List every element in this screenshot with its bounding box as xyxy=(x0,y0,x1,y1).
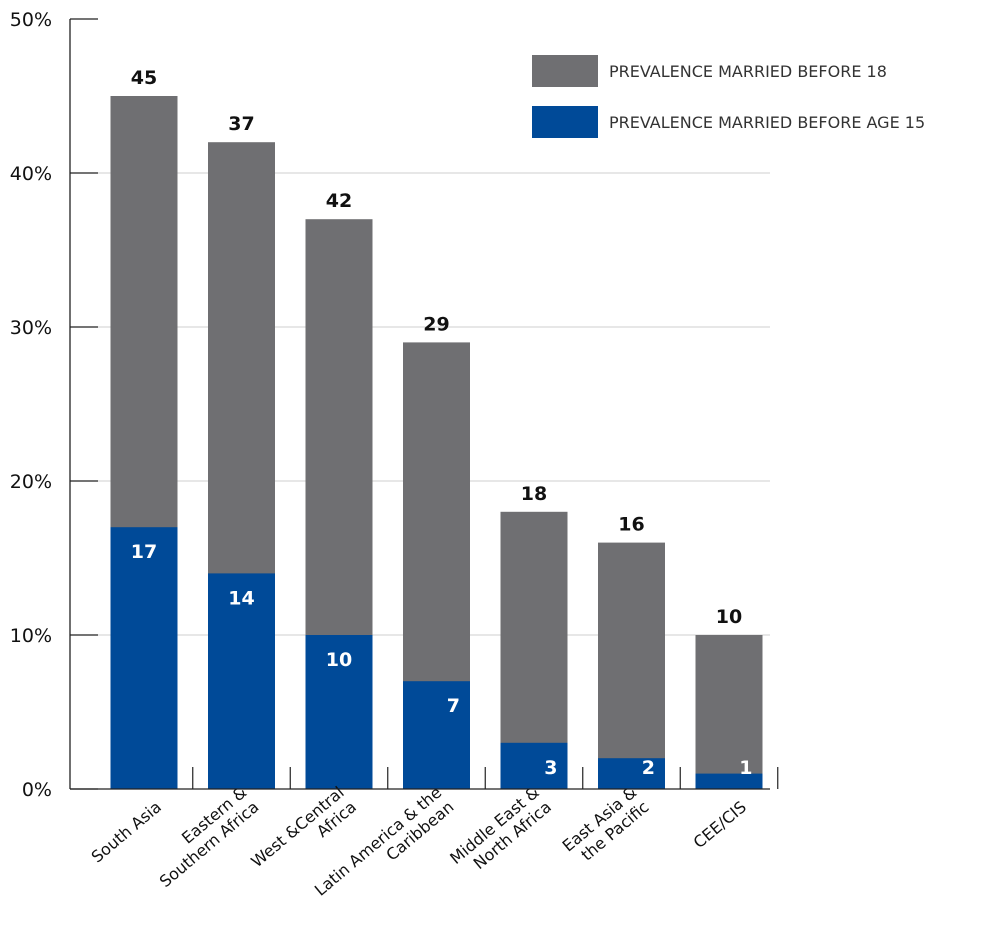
data-label-before-15: 10 xyxy=(326,649,352,671)
bar-married-before-15 xyxy=(305,635,373,789)
y-tick-label: 50% xyxy=(10,9,52,31)
y-tick-label: 30% xyxy=(10,317,52,339)
category-label-group: CEE/CIS xyxy=(690,797,750,852)
data-labels: 45 17 37 14 42 10 29 7 18 3 16 2 10 1 xyxy=(131,67,753,779)
bars xyxy=(110,96,763,789)
category-label-group: Eastern &Southern Africa xyxy=(156,783,263,891)
legend-swatch-before-18 xyxy=(532,55,598,87)
y-tick-label: 40% xyxy=(10,163,52,185)
category-label: CEE/CIS xyxy=(690,797,750,852)
data-label-before-18: 45 xyxy=(131,67,157,89)
bar-married-before-15 xyxy=(110,527,178,789)
data-label-before-18: 29 xyxy=(423,313,449,335)
bar-married-before-15 xyxy=(695,773,763,789)
data-label-before-15: 3 xyxy=(544,757,557,779)
y-tick-label: 0% xyxy=(22,779,52,801)
data-label-before-18: 10 xyxy=(716,606,742,628)
category-label-group: South Asia xyxy=(88,797,165,866)
data-label-before-18: 42 xyxy=(326,190,352,212)
y-tick-label: 10% xyxy=(10,625,52,647)
bar-married-before-15 xyxy=(403,681,470,789)
bar-married-before-15 xyxy=(500,742,568,789)
bar-married-before-18 xyxy=(598,542,665,789)
data-label-before-15: 7 xyxy=(447,695,460,717)
bar-married-before-15 xyxy=(208,573,275,789)
category-label: South Asia xyxy=(88,797,165,866)
data-label-before-15: 14 xyxy=(228,587,254,609)
legend-label-before-18: PREVALENCE MARRIED BEFORE 18 xyxy=(609,62,887,81)
data-label-before-15: 1 xyxy=(739,757,752,779)
legend: PREVALENCE MARRIED BEFORE 18 PREVALENCE M… xyxy=(532,55,925,138)
data-label-before-15: 2 xyxy=(642,757,655,779)
category-label-group: East Asia &the Pacific xyxy=(559,783,653,865)
legend-label-before-15: PREVALENCE MARRIED BEFORE AGE 15 xyxy=(609,113,925,132)
legend-swatch-before-15 xyxy=(532,106,598,138)
data-label-before-18: 18 xyxy=(521,483,547,505)
data-label-before-18: 37 xyxy=(228,113,254,135)
bar-married-before-15 xyxy=(598,758,665,789)
category-label-group: Middle East &North Africa xyxy=(446,783,555,873)
y-tick-label: 20% xyxy=(10,471,52,493)
data-label-before-15: 17 xyxy=(131,541,157,563)
bar-married-before-18 xyxy=(695,635,763,789)
data-label-before-18: 16 xyxy=(618,514,644,536)
